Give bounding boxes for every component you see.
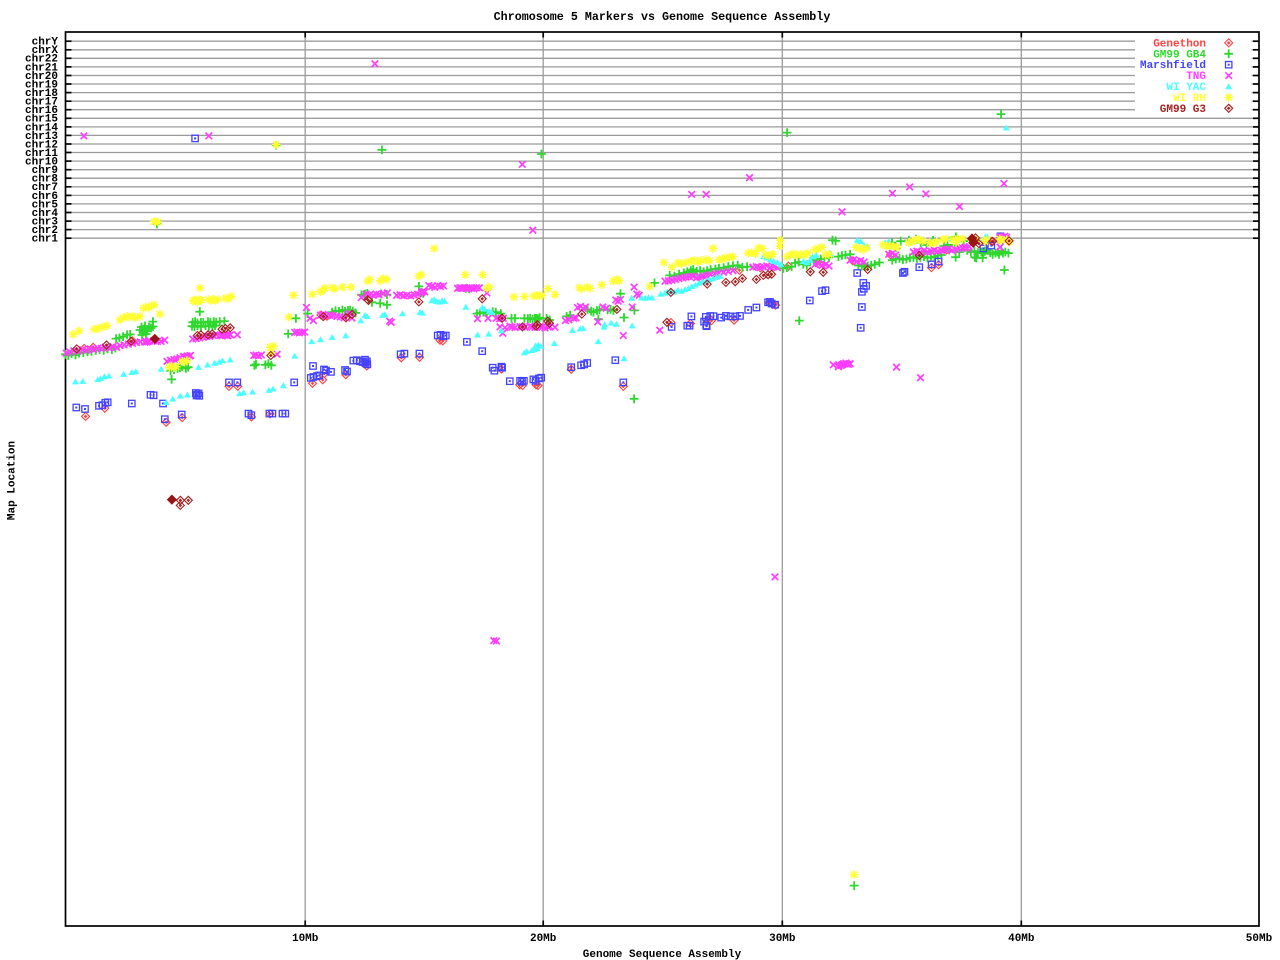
svg-text:chr13: chr13 [25, 131, 58, 143]
svg-text:chr12: chr12 [25, 139, 58, 151]
svg-text:chr22: chr22 [25, 54, 58, 66]
svg-text:chr16: chr16 [25, 105, 58, 117]
svg-text:chr5: chr5 [32, 199, 59, 211]
svg-text:chr14: chr14 [25, 122, 58, 134]
svg-text:chr11: chr11 [25, 148, 58, 160]
svg-text:chrX: chrX [32, 45, 59, 57]
svg-text:chr15: chr15 [25, 114, 58, 126]
svg-text:TNG: TNG [1186, 71, 1206, 83]
svg-text:chr2: chr2 [32, 225, 58, 237]
svg-text:Map Location: Map Location [7, 441, 19, 520]
svg-text:Genome Sequence Assembly: Genome Sequence Assembly [583, 949, 742, 960]
svg-text:chr17: chr17 [25, 97, 58, 109]
svg-text:40Mb: 40Mb [1008, 933, 1035, 945]
svg-text:chr7: chr7 [32, 182, 58, 194]
svg-text:chr3: chr3 [32, 217, 59, 229]
svg-text:chr18: chr18 [25, 88, 58, 100]
svg-text:chr4: chr4 [32, 208, 59, 220]
svg-text:chr9: chr9 [32, 165, 58, 177]
svg-text:GM99 G3: GM99 G3 [1160, 104, 1207, 116]
svg-text:chr21: chr21 [25, 62, 58, 74]
svg-text:chrY: chrY [32, 37, 59, 49]
svg-text:Chromosome 5 Markers vs Genome: Chromosome 5 Markers vs Genome Sequence … [494, 10, 831, 24]
svg-text:chr20: chr20 [25, 71, 58, 83]
svg-text:chr10: chr10 [25, 157, 58, 169]
svg-text:WI RH: WI RH [1173, 93, 1206, 105]
svg-text:chr19: chr19 [25, 79, 58, 91]
svg-text:30Mb: 30Mb [769, 933, 796, 945]
svg-text:chr8: chr8 [32, 174, 59, 186]
svg-text:chr1: chr1 [32, 234, 59, 246]
svg-text:chr6: chr6 [32, 191, 58, 203]
svg-text:Genethon: Genethon [1153, 38, 1206, 50]
svg-text:GM99 GB4: GM99 GB4 [1153, 49, 1206, 61]
svg-text:10Mb: 10Mb [292, 933, 319, 945]
svg-text:WI YAC: WI YAC [1166, 82, 1206, 94]
svg-text:50Mb: 50Mb [1246, 933, 1273, 945]
svg-text:Marshfield: Marshfield [1140, 60, 1206, 72]
svg-text:20Mb: 20Mb [530, 933, 557, 945]
